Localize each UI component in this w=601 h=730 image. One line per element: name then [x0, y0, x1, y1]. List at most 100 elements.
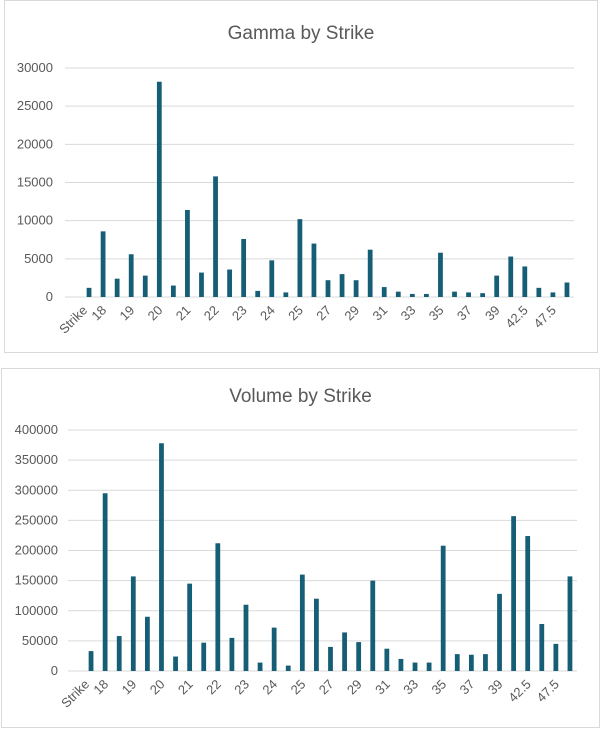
bar-28: [339, 274, 345, 297]
y-tick-label: 25000: [17, 98, 53, 113]
bar-40: [508, 256, 514, 297]
x-tick-label: 27: [316, 677, 337, 698]
bar-25: [297, 219, 303, 297]
bar-34: [424, 293, 429, 297]
bar-28: [342, 632, 347, 671]
bar-30: [370, 580, 376, 671]
x-tick-label: 35: [426, 303, 447, 324]
x-tick-label: 37: [457, 677, 478, 698]
x-tick-label: 22: [203, 677, 224, 698]
bar-39: [494, 275, 500, 297]
volume-chart-panel: Volume by Strike 0 50000 100000 150000 20000…: [1, 368, 600, 728]
bar-42.5: [522, 266, 528, 297]
bar-42.5: [525, 536, 531, 671]
bar-33: [409, 293, 415, 297]
bar-32: [395, 291, 401, 297]
bar-27: [328, 646, 333, 671]
bar-33: [412, 662, 418, 671]
x-tick-label: 20: [147, 677, 168, 698]
bar-39: [497, 593, 502, 671]
bar-37: [468, 654, 474, 671]
volume-chart-plot: 0 50000 100000 150000 200000 250000 300000 3500…: [15, 422, 577, 711]
bar-19: [130, 576, 136, 671]
x-tick-label: 37: [454, 303, 475, 324]
bar-17: [86, 287, 92, 297]
bar-18: [100, 231, 106, 297]
x-tick-label: 25: [285, 303, 306, 324]
y-tick-label: 250000: [15, 512, 58, 527]
y-tick-label: 0: [46, 289, 53, 304]
bar-21: [185, 209, 190, 297]
x-tick-label: 33: [400, 677, 421, 698]
bar-24.5: [285, 665, 291, 671]
bar-40: [511, 516, 517, 671]
x-axis-label: Strike: [58, 677, 92, 711]
bar-17: [88, 651, 94, 671]
x-tick-label: 24: [259, 677, 280, 698]
bar-23.5: [257, 662, 263, 671]
bar-23: [243, 604, 249, 671]
bar-20.5: [173, 656, 178, 671]
x-tick-label: 27: [313, 303, 334, 324]
bar-19.5: [142, 275, 148, 297]
bar-22.5: [227, 269, 232, 297]
bar-45: [536, 287, 542, 297]
x-tick-label: 21: [175, 677, 196, 698]
y-tick-label: 350000: [15, 452, 58, 467]
x-axis-label: Strike: [56, 303, 90, 337]
x-tick-label: 39: [485, 677, 506, 698]
bar-47.5: [550, 292, 556, 297]
y-tick-label: 5000: [24, 251, 53, 266]
y-tick-label: 150000: [15, 573, 58, 588]
bar-38: [480, 293, 486, 297]
bar-18: [102, 493, 108, 671]
bar-18.5: [114, 278, 120, 297]
bar-19: [128, 254, 134, 297]
bar-26: [311, 243, 317, 297]
bar-47.5: [553, 643, 559, 671]
chart-title: Volume by Strike: [229, 386, 372, 407]
x-tick-label: 31: [370, 303, 391, 324]
bar-36: [452, 291, 457, 297]
x-tick-label: 42.5: [505, 677, 534, 706]
bar-21: [187, 583, 193, 671]
x-tick-label: 29: [344, 677, 365, 698]
y-tick-label: 30000: [17, 60, 53, 75]
bar-50: [567, 576, 573, 671]
bar-22.5: [229, 637, 235, 671]
y-tick-label: 50000: [22, 633, 58, 648]
bar-37: [466, 292, 471, 297]
gamma-chart-panel: Gamma by Strike 0 5000 10000 15000 20000 2500…: [4, 0, 598, 353]
bar-38: [483, 654, 488, 671]
bar-21.5: [199, 272, 204, 297]
x-tick-label: 18: [88, 303, 109, 324]
x-tick-label: 20: [145, 303, 166, 324]
bar-20.5: [170, 285, 176, 297]
bar-23: [241, 238, 247, 297]
bar-25: [299, 574, 305, 671]
bar-23.5: [255, 290, 261, 297]
y-tick-label: 20000: [17, 136, 53, 151]
bar-50: [564, 282, 570, 297]
x-tick-label: 47.5: [531, 303, 560, 332]
x-tick-label: 19: [119, 677, 140, 698]
x-tick-label: 35: [428, 677, 449, 698]
y-tick-label: 400000: [15, 422, 58, 437]
y-tick-label: 15000: [17, 175, 53, 190]
bar-18.5: [116, 636, 122, 671]
x-tick-label: 18: [90, 677, 111, 698]
bar-27: [325, 280, 331, 297]
bar-31: [384, 648, 390, 671]
x-tick-label: 23: [229, 303, 250, 324]
bar-24: [269, 260, 275, 297]
x-tick-label: 23: [231, 677, 252, 698]
y-tick-label: 0: [51, 663, 58, 678]
x-tick-label: 19: [116, 303, 137, 324]
bar-31: [381, 287, 387, 297]
x-tick-label: 31: [372, 677, 393, 698]
x-tick-label: 22: [201, 303, 222, 324]
bar-24.5: [283, 292, 289, 297]
bar-20: [159, 443, 164, 671]
x-tick-label: 21: [173, 303, 194, 324]
